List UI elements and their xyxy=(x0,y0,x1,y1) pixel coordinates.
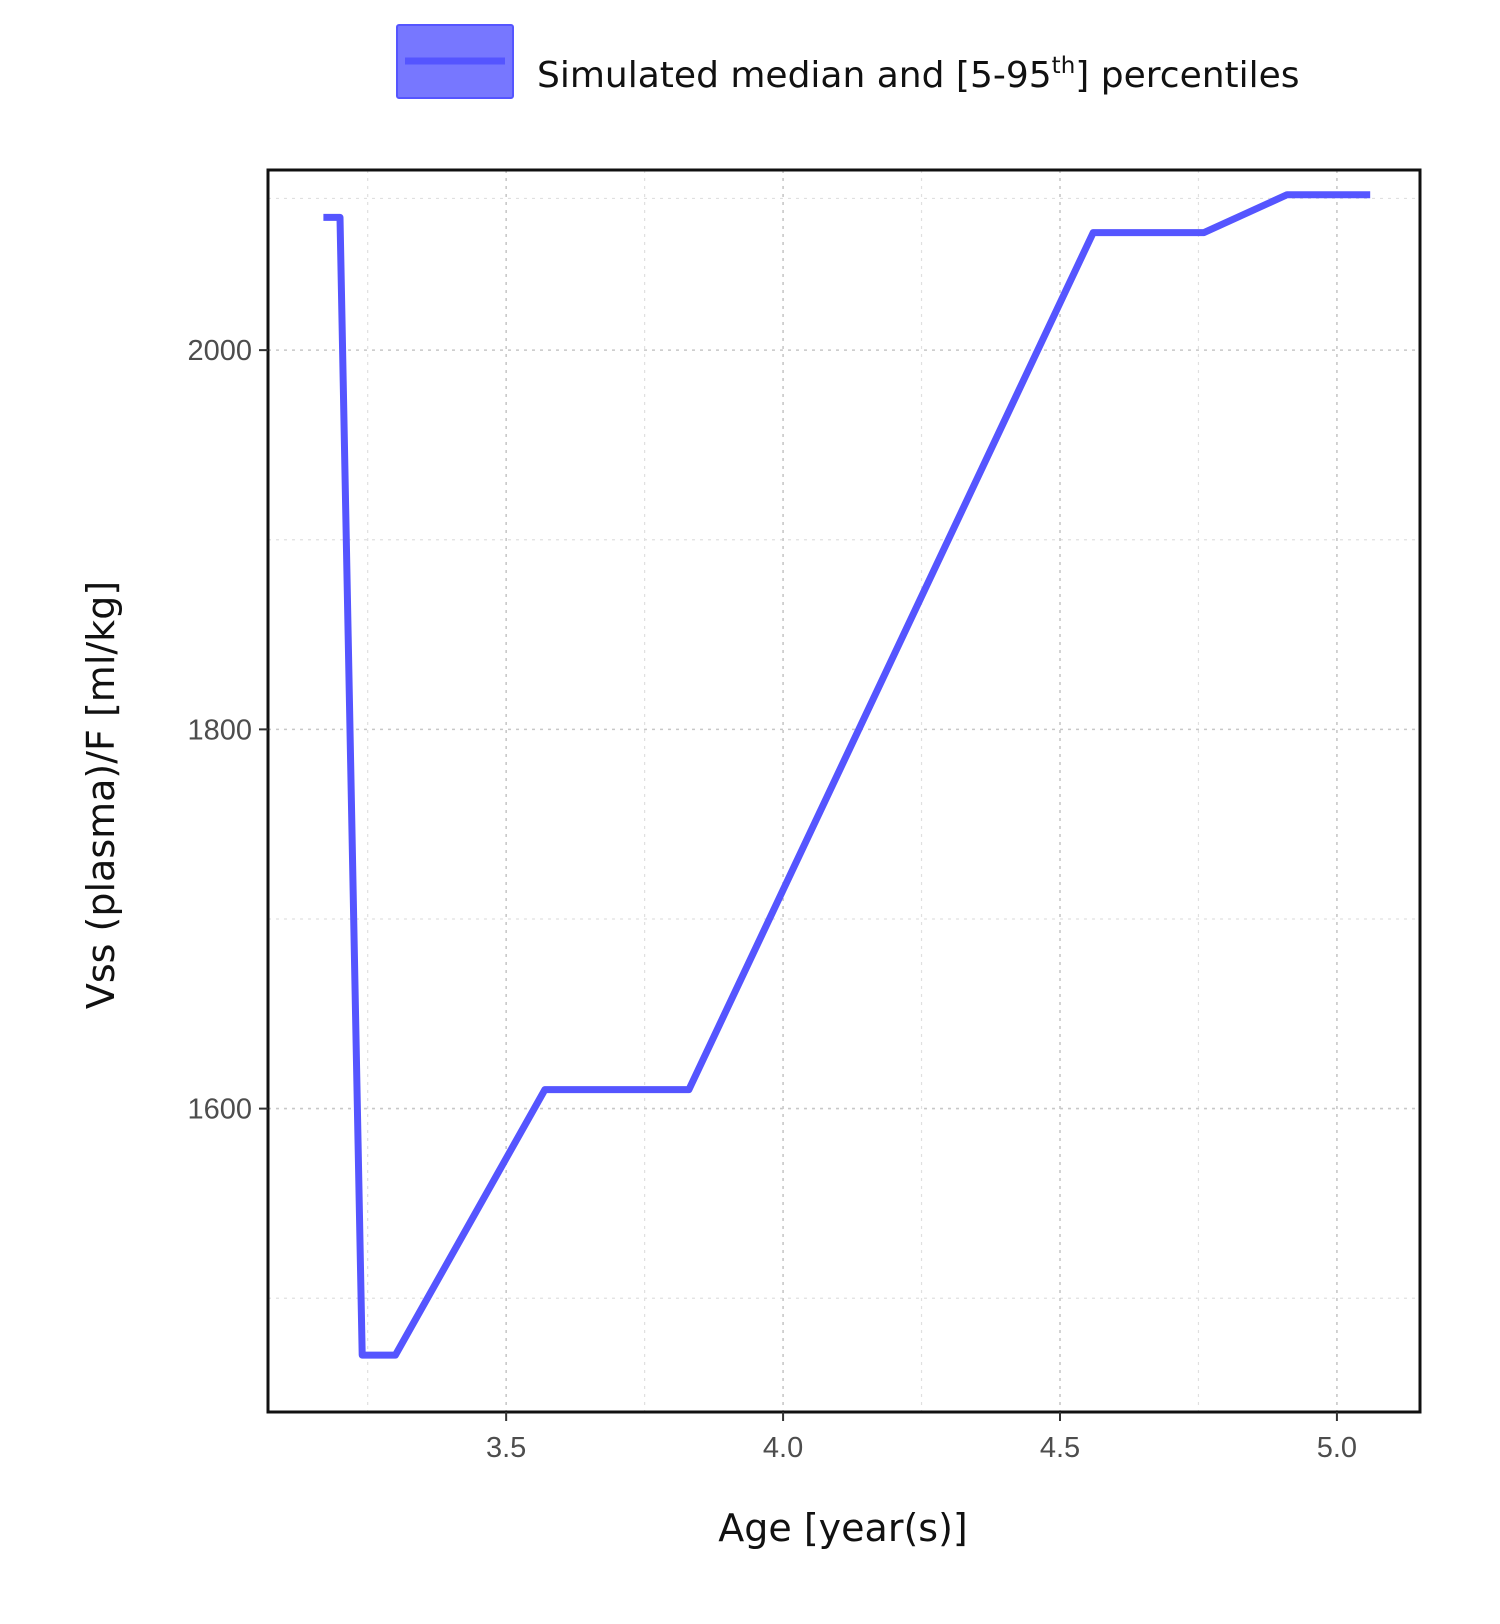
y-axis-ticks: 1600 1800 2000 xyxy=(187,335,268,1126)
major-gridlines xyxy=(268,170,1420,1412)
x-axis-title: Age [year(s)] xyxy=(718,1506,967,1550)
series-layer xyxy=(323,191,1371,1359)
legend: Simulated median and [5-95th] percentile… xyxy=(396,24,1300,99)
x-tick-label-2: 4.5 xyxy=(1040,1432,1080,1464)
y-tick-label-1: 1800 xyxy=(187,714,252,746)
x-tick-label-0: 3.5 xyxy=(486,1432,526,1464)
minor-gridlines xyxy=(268,170,1420,1412)
legend-label-main: Simulated median and [5-95 xyxy=(537,55,1052,96)
plot-panel-border xyxy=(266,168,1422,1414)
legend-label-superscript: th xyxy=(1052,53,1076,79)
y-tick-label-2: 2000 xyxy=(187,335,252,367)
y-axis-title: Vss (plasma)/F [ml/kg] xyxy=(79,581,123,1009)
legend-label: Simulated median and [5-95th] percentile… xyxy=(537,53,1300,96)
x-tick-label-1: 4.0 xyxy=(763,1432,803,1464)
x-axis-ticks: 3.5 4.0 4.5 5.0 xyxy=(486,1412,1357,1464)
series-line-0 xyxy=(323,191,1371,1359)
y-tick-label-0: 1600 xyxy=(187,1094,252,1126)
legend-label-end: ] percentiles xyxy=(1075,55,1299,96)
x-tick-label-3: 5.0 xyxy=(1317,1432,1357,1464)
